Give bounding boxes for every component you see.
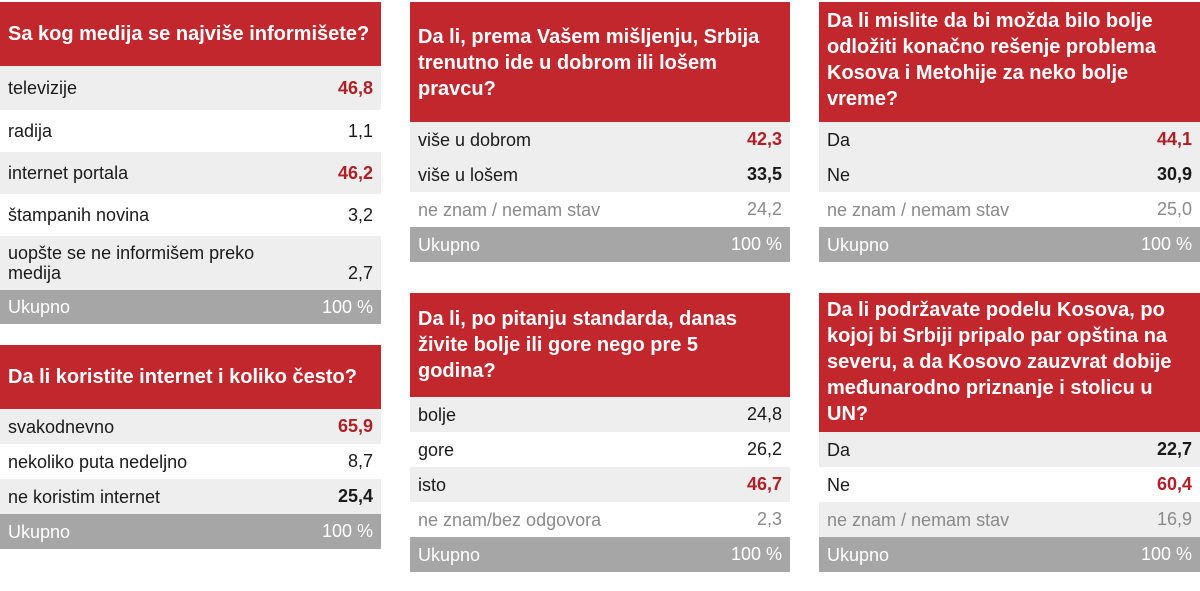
poll-row: Ne 60,4 [819,467,1200,502]
total-row: Ukupno 100 % [410,227,790,262]
answer-label: ne koristim internet [8,486,161,507]
answer-label: ne znam/bez odgovora [418,509,602,530]
poll-row: ne koristim internet 25,4 [0,479,381,514]
answer-value: 22,7 [1156,439,1192,459]
answer-label: štampanih novina [8,205,150,225]
answer-value: 3,2 [347,204,373,225]
answer-value: 25,0 [1156,199,1192,219]
answer-label: ne znam / nemam stav [827,509,1010,530]
answer-label: uopšte se ne informišem preko medija [8,243,255,283]
total-row: Ukupno 100 % [0,290,381,324]
answer-value: 16,9 [1156,509,1192,529]
answer-value: 8,7 [347,451,373,471]
poll-row: bolje 24,8 [410,397,790,432]
answer-label: nekoliko puta nedeljno [8,451,188,472]
answer-value: 26,2 [746,439,782,459]
poll-title: Sa kog medija se najviše informišete? [0,2,381,66]
poll-media-source: Sa kog medija se najviše informišete? te… [0,2,381,324]
poll-row: ne znam/bez odgovora 2,3 [410,502,790,537]
poll-kosovo-partition: Da li podržavate podelu Kosova, po kojoj… [819,293,1200,572]
answer-value: 24,2 [746,199,782,219]
poll-row: više u lošem 33,5 [410,157,790,192]
answer-label: više u dobrom [418,129,532,150]
answer-label: gore [418,439,455,460]
poll-title: Da li, po pitanju standarda, danas živit… [410,293,790,397]
answer-label: ne znam / nemam stav [418,199,601,220]
poll-living-standard: Da li, po pitanju standarda, danas živit… [410,293,790,572]
poll-row: svakodnevno 65,9 [0,409,381,444]
answer-label: televizije [8,78,78,98]
answer-value: 65,9 [337,416,373,436]
answer-value: 60,4 [1156,474,1192,494]
poll-row: Da 22,7 [819,432,1200,467]
total-label: Ukupno [8,521,71,542]
answer-value: 46,7 [746,474,782,494]
poll-title: Da li podržavate podelu Kosova, po kojoj… [819,293,1200,432]
answer-label: internet portala [8,163,129,183]
poll-row: ne znam / nemam stav 24,2 [410,192,790,227]
poll-row: štampanih novina 3,2 [0,194,381,236]
answer-value: 46,2 [337,162,373,183]
total-row: Ukupno 100 % [0,514,381,549]
answer-value: 46,8 [337,77,373,98]
total-value: 100 % [321,296,373,317]
answer-label: isto [418,474,447,495]
poll-postpone-kosovo: Da li mislite da bi možda bilo bolje odl… [819,2,1200,262]
poll-row: više u dobrom 42,3 [410,122,790,157]
total-value: 100 % [1140,234,1192,254]
total-value: 100 % [1140,544,1192,564]
answer-value: 2,7 [347,263,373,283]
poll-internet-usage: Da li koristite internet i koliko često?… [0,345,381,549]
poll-row: ne znam / nemam stav 16,9 [819,502,1200,537]
poll-title: Da li mislite da bi možda bilo bolje odl… [819,2,1200,122]
total-label: Ukupno [827,544,890,565]
answer-value: 1,1 [347,120,373,141]
total-row: Ukupno 100 % [819,537,1200,572]
total-value: 100 % [730,544,782,564]
answer-label: ne znam / nemam stav [827,199,1010,220]
total-value: 100 % [730,234,782,254]
answer-label: bolje [418,404,457,425]
answer-value: 33,5 [746,164,782,184]
poll-row: Da 44,1 [819,122,1200,157]
total-value: 100 % [321,521,373,541]
answer-label: Da [827,129,851,150]
answer-value: 42,3 [746,129,782,149]
answer-label: svakodnevno [8,416,115,437]
poll-row: nekoliko puta nedeljno 8,7 [0,444,381,479]
total-label: Ukupno [418,234,481,255]
total-row: Ukupno 100 % [819,227,1200,262]
poll-row: internet portala 46,2 [0,152,381,194]
total-label: Ukupno [8,297,71,317]
answer-label: Ne [827,164,851,185]
poll-row: gore 26,2 [410,432,790,467]
poll-row: ne znam / nemam stav 25,0 [819,192,1200,227]
answer-label: više u lošem [418,164,519,185]
total-row: Ukupno 100 % [410,537,790,572]
poll-row: isto 46,7 [410,467,790,502]
total-label: Ukupno [827,234,890,255]
answer-value: 30,9 [1156,164,1192,184]
answer-value: 2,3 [756,509,782,529]
poll-row: Ne 30,9 [819,157,1200,192]
poll-country-direction: Da li, prema Vašem mišljenju, Srbija tre… [410,2,790,262]
answer-value: 25,4 [337,486,373,506]
total-label: Ukupno [418,544,481,565]
poll-row: radija 1,1 [0,110,381,152]
poll-title: Da li koristite internet i koliko često? [0,345,381,409]
poll-title: Da li, prema Vašem mišljenju, Srbija tre… [410,2,790,122]
answer-label: radija [8,121,53,141]
answer-value: 44,1 [1156,129,1192,149]
answer-label: Ne [827,474,851,495]
poll-row: uopšte se ne informišem preko medija 2,7 [0,236,381,290]
answer-label: Da [827,439,851,460]
answer-value: 24,8 [746,404,782,424]
poll-row: televizije 46,8 [0,66,381,110]
